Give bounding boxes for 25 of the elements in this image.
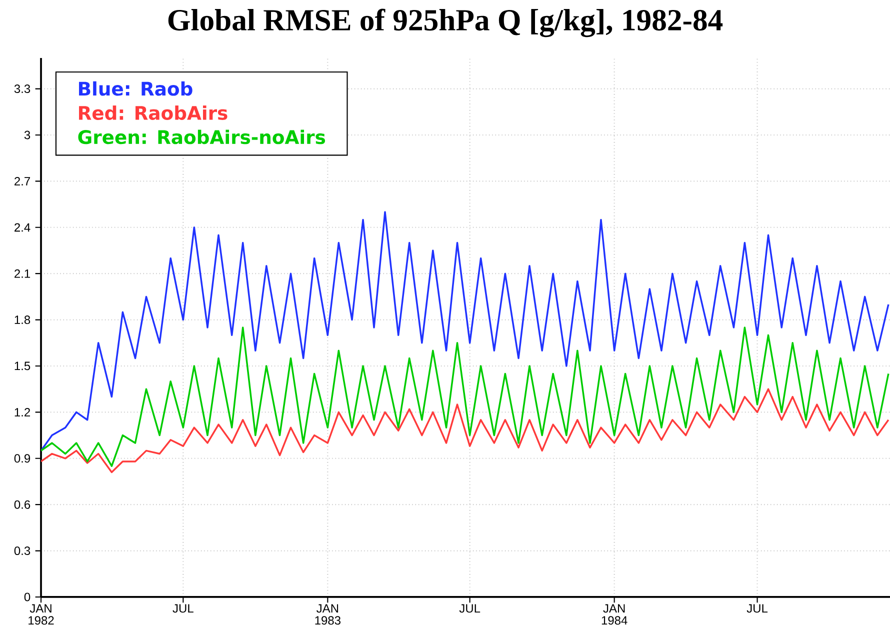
text: Red: RaobAirs xyxy=(79,106,228,120)
y-tick-label: 1.8 xyxy=(14,316,30,324)
y-tick-label: 2.1 xyxy=(14,269,30,278)
x-tick-label: JAN 1984 xyxy=(602,604,628,625)
y-tick-label: 3 xyxy=(24,130,30,140)
y-tick-label: 0.9 xyxy=(14,454,30,463)
x-tick-label: JAN 1982 xyxy=(28,604,54,625)
line-series xyxy=(41,326,890,467)
chart-title: Global RMSE of 925hPa Q [g/kg], 1982-84 xyxy=(168,8,723,38)
y-tick-label: 2.4 xyxy=(14,223,30,232)
x-tick-label: JUL xyxy=(746,604,768,613)
y-tick-label: 1.5 xyxy=(14,362,30,370)
y-tick-label: 2.7 xyxy=(14,176,30,186)
y-tick-label: 1.2 xyxy=(14,408,30,416)
y-tick-label: 0 xyxy=(24,592,30,602)
text: Blue: Raob xyxy=(79,81,192,96)
line-series xyxy=(41,211,890,452)
x-tick-label: JUL xyxy=(172,604,194,613)
line-series xyxy=(41,388,890,474)
text: Green: RaobAirs-noAirs xyxy=(78,130,326,144)
y-tick-label: 0.6 xyxy=(14,500,30,509)
x-tick-label: JAN 1983 xyxy=(315,604,340,625)
y-tick-label: 3.3 xyxy=(14,84,30,94)
y-tick-label: 0.3 xyxy=(14,546,30,556)
x-tick-label: JUL xyxy=(459,604,480,613)
